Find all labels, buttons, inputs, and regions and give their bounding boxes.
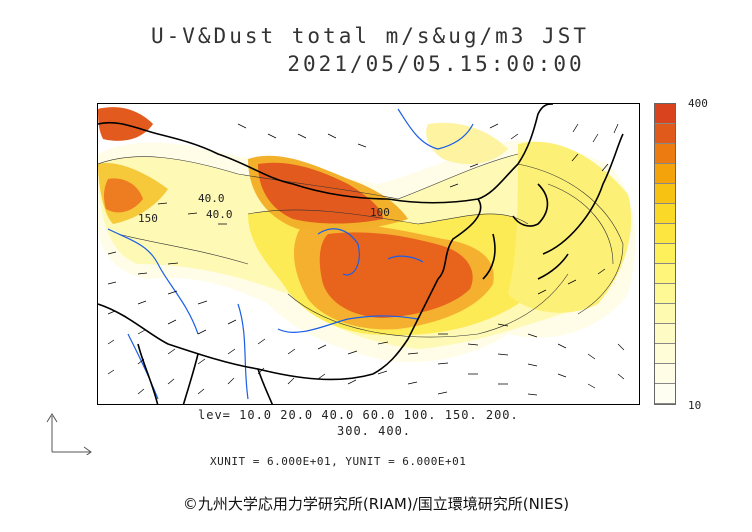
legend-swatch — [655, 144, 675, 164]
legend-min-label: 10 — [688, 399, 702, 412]
chart-title: U-V&Dust total m/s&ug/m3 JST — [150, 24, 589, 48]
legend-swatch — [655, 324, 675, 344]
legend-swatch — [655, 264, 675, 284]
contour-label: 40.0 — [206, 208, 233, 221]
legend-swatch — [655, 124, 675, 144]
rivers — [107, 108, 474, 400]
wind-vectors — [107, 123, 625, 396]
levels-line-1: lev= 10.0 20.0 40.0 60.0 100. 150. 200. — [198, 408, 519, 422]
legend-swatch — [655, 384, 675, 404]
legend-swatch — [655, 184, 675, 204]
color-legend — [654, 103, 676, 405]
contour-labels: 40.0 40.0 150 100 — [138, 192, 390, 225]
legend-swatch — [655, 284, 675, 304]
contour-label: 100 — [370, 206, 390, 219]
vector-axes-icon — [46, 413, 92, 455]
legend-swatch — [655, 244, 675, 264]
legend-swatch — [655, 304, 675, 324]
legend-swatch — [655, 344, 675, 364]
unit-info: XUNIT = 6.000E+01, YUNIT = 6.000E+01 — [210, 455, 467, 468]
legend-swatch — [655, 224, 675, 244]
legend-swatch — [655, 104, 675, 124]
legend-swatch — [655, 164, 675, 184]
contour-label: 150 — [138, 212, 158, 225]
dust-field — [98, 107, 636, 363]
legend-max-label: 400 — [688, 97, 708, 110]
dust-map: 40.0 40.0 150 100 — [97, 103, 640, 405]
copyright-credit: ©九州大学応用力学研究所(RIAM)/国立環境研究所(NIES) — [182, 495, 570, 513]
contour-label: 40.0 — [198, 192, 225, 205]
levels-line-2: 300. 400. — [337, 424, 412, 438]
coastlines — [98, 104, 624, 404]
legend-swatch — [655, 204, 675, 224]
legend-swatch — [655, 364, 675, 384]
timestamp: 2021/05/05.15:00:00 — [287, 52, 585, 76]
